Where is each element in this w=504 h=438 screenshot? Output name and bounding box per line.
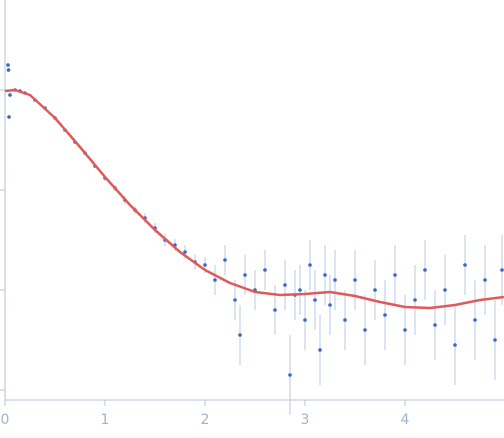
data-point — [223, 258, 227, 262]
data-point — [203, 263, 207, 267]
data-point — [283, 283, 287, 287]
data-point — [298, 288, 302, 292]
data-point — [393, 273, 397, 277]
data-point — [493, 338, 497, 342]
data-point — [213, 278, 217, 282]
data-point — [273, 308, 277, 312]
data-point — [353, 278, 357, 282]
data-point — [313, 298, 317, 302]
data-point — [443, 288, 447, 292]
data-point — [343, 318, 347, 322]
x-tick-label: 4 — [401, 412, 410, 428]
data-point — [323, 273, 327, 277]
data-point — [363, 328, 367, 332]
x-tick-label: 0 — [1, 412, 10, 428]
data-point — [318, 348, 322, 352]
data-point — [473, 318, 477, 322]
data-point — [308, 263, 312, 267]
data-point — [263, 268, 267, 272]
data-point — [413, 298, 417, 302]
data-point — [8, 93, 12, 97]
data-point — [238, 333, 242, 337]
data-point — [453, 343, 457, 347]
data-point — [6, 63, 10, 67]
data-point — [6, 68, 11, 72]
data-point — [328, 303, 332, 307]
x-tick-label: 3 — [301, 412, 310, 428]
x-tick-label: 2 — [201, 412, 210, 428]
data-point — [183, 250, 187, 254]
data-point — [423, 268, 427, 272]
data-point — [303, 318, 307, 322]
data-point — [243, 273, 247, 277]
data-point — [7, 115, 11, 119]
data-point — [288, 373, 292, 377]
x-tick-label: 1 — [101, 412, 110, 428]
data-point — [403, 328, 407, 332]
data-point — [500, 268, 504, 272]
data-point — [463, 263, 467, 267]
fit-line — [4, 88, 504, 310]
data-point — [333, 278, 337, 282]
data-point — [233, 298, 237, 302]
data-point — [373, 288, 377, 292]
data-point — [383, 313, 387, 317]
data-point — [483, 278, 487, 282]
data-point — [433, 323, 437, 327]
